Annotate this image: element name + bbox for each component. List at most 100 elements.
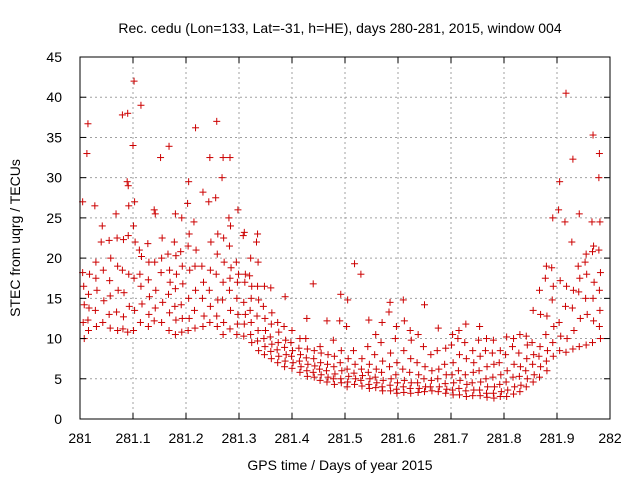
data-point [358, 382, 366, 390]
data-point [260, 351, 268, 359]
data-point [220, 258, 228, 266]
data-point [165, 290, 173, 298]
data-point [496, 347, 504, 355]
data-point [407, 379, 415, 387]
data-point [543, 312, 551, 320]
data-point [91, 306, 99, 314]
data-point [484, 383, 492, 391]
data-point [530, 371, 538, 379]
data-point [542, 262, 550, 270]
data-point [463, 380, 471, 388]
data-point [427, 351, 435, 359]
data-point [337, 347, 345, 355]
data-point [549, 352, 557, 360]
data-point [595, 150, 603, 158]
x-tick-labels: 281 281.1 281.2 281.3 281.4 281.5 281.6 281.7 28… [68, 430, 622, 446]
data-point [516, 331, 524, 339]
data-point [434, 324, 442, 332]
data-point [406, 327, 414, 335]
data-point [414, 379, 422, 387]
data-point [240, 298, 248, 306]
data-point [234, 310, 242, 318]
data-point [86, 270, 94, 278]
data-point [226, 274, 234, 282]
data-point [91, 202, 99, 210]
data-point [563, 335, 571, 343]
data-point [568, 238, 576, 246]
data-point [289, 359, 297, 367]
data-point [528, 339, 536, 347]
data-point [407, 336, 415, 344]
data-point [246, 272, 254, 280]
data-point [343, 322, 351, 330]
data-point [365, 316, 373, 324]
data-point [200, 312, 208, 320]
data-point [406, 384, 414, 392]
data-point [442, 344, 450, 352]
data-point [254, 327, 262, 335]
data-point [549, 214, 557, 222]
x-tick-label: 281.1 [115, 430, 150, 446]
data-point [130, 327, 138, 335]
data-point [273, 346, 281, 354]
data-point [262, 327, 269, 335]
data-point [537, 363, 545, 371]
data-point [372, 384, 380, 392]
data-point [343, 365, 351, 373]
y-tick-label: 25 [46, 210, 62, 226]
data-point [157, 269, 165, 277]
data-point [469, 368, 477, 376]
data-point [475, 336, 483, 344]
data-point [267, 320, 275, 328]
data-point [172, 316, 180, 324]
data-point [247, 331, 255, 339]
data-point [542, 331, 550, 339]
x-tick-label: 281 [68, 430, 92, 446]
data-point [225, 286, 233, 294]
data-point [421, 301, 428, 309]
data-point [379, 376, 387, 384]
data-point [150, 317, 158, 325]
data-point [461, 371, 469, 379]
data-point [280, 322, 288, 330]
data-point [509, 373, 517, 381]
data-point [379, 387, 387, 395]
data-point [596, 306, 604, 314]
data-point [124, 109, 132, 117]
data-point [469, 392, 477, 400]
data-point [576, 274, 584, 282]
data-point [595, 286, 603, 294]
data-point [548, 264, 556, 272]
data-point [529, 378, 537, 386]
data-point [151, 258, 159, 266]
data-point [136, 318, 144, 326]
data-point [85, 304, 93, 312]
data-point [185, 178, 193, 186]
data-point [261, 314, 269, 322]
data-point [138, 300, 146, 308]
data-point [125, 202, 133, 210]
data-point [317, 349, 325, 357]
data-point [260, 282, 268, 290]
data-point [247, 294, 255, 302]
data-point [166, 309, 174, 317]
data-point [536, 343, 544, 351]
data-point [113, 308, 121, 316]
data-point [508, 343, 516, 351]
data-point [119, 236, 127, 244]
data-point [274, 359, 282, 367]
data-point [213, 322, 221, 330]
data-point [214, 230, 222, 238]
data-point [254, 230, 262, 238]
data-point [569, 155, 577, 163]
data-point [561, 218, 569, 226]
data-point [206, 302, 214, 310]
data-point [373, 379, 381, 387]
data-point [233, 331, 241, 339]
data-point [378, 318, 386, 326]
data-point [241, 270, 249, 278]
data-point [549, 339, 557, 347]
data-point [393, 389, 401, 397]
data-point [316, 365, 324, 373]
data-point [434, 375, 442, 383]
